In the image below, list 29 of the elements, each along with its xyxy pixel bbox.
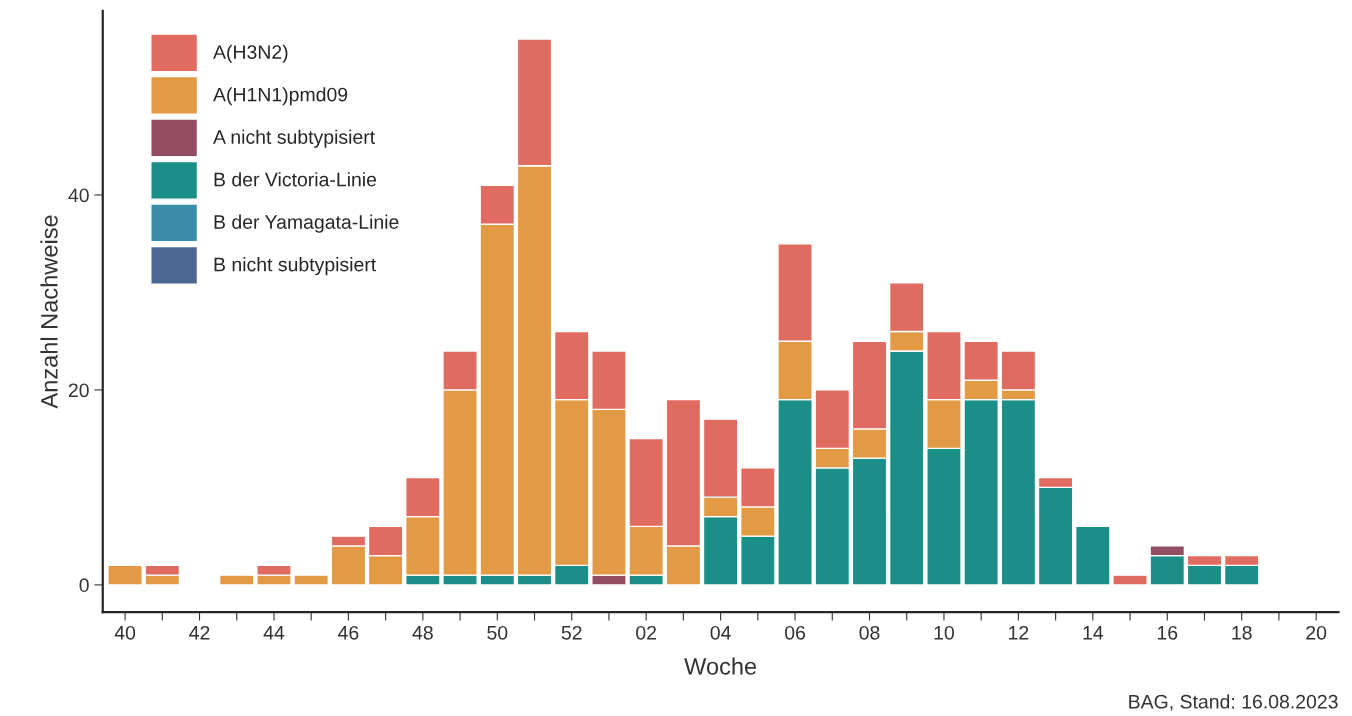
- text: BAG, Stand: 16.08.2023: [1129, 694, 1338, 711]
- x-tick-label: 52: [561, 625, 582, 640]
- x-tick-label: 50: [487, 625, 508, 640]
- y-tick-label: 20: [68, 383, 89, 398]
- x-tick-label: 20: [1306, 625, 1327, 640]
- legend-label: A nicht subtypisiert: [213, 129, 375, 148]
- y-tick-label: 0: [79, 578, 89, 593]
- x-tick-label: 12: [1009, 625, 1029, 640]
- y-axis-title: Anzahl Nachweise: [40, 215, 58, 409]
- x-tick-label: 16: [1157, 625, 1178, 640]
- legend-label: A(H1N1)pmd09: [213, 87, 348, 106]
- x-tick-label: 04: [710, 625, 731, 640]
- x-tick-label: 42: [189, 625, 210, 640]
- x-tick-label: 02: [636, 625, 657, 640]
- x-tick-label: 10: [934, 625, 954, 640]
- x-tick-label: 44: [263, 626, 285, 640]
- x-tick-label: 40: [114, 625, 136, 640]
- legend-label: A(H3N2): [213, 44, 288, 63]
- x-tick-label: 46: [338, 625, 359, 640]
- x-tick-label: 14: [1083, 626, 1104, 640]
- legend-label: B der Victoria-Linie: [214, 172, 377, 187]
- legend-label: B nicht subtypisiert: [214, 257, 377, 276]
- x-tick-label: 18: [1232, 625, 1252, 640]
- y-tick-label: 40: [68, 188, 89, 203]
- x-tick-label: 08: [859, 625, 880, 640]
- x-axis-title: Woche: [684, 657, 757, 675]
- legend-label: B der Yamagata-Linie: [214, 214, 399, 233]
- x-tick-label: 06: [785, 625, 806, 640]
- x-tick-label: 48: [412, 625, 433, 640]
